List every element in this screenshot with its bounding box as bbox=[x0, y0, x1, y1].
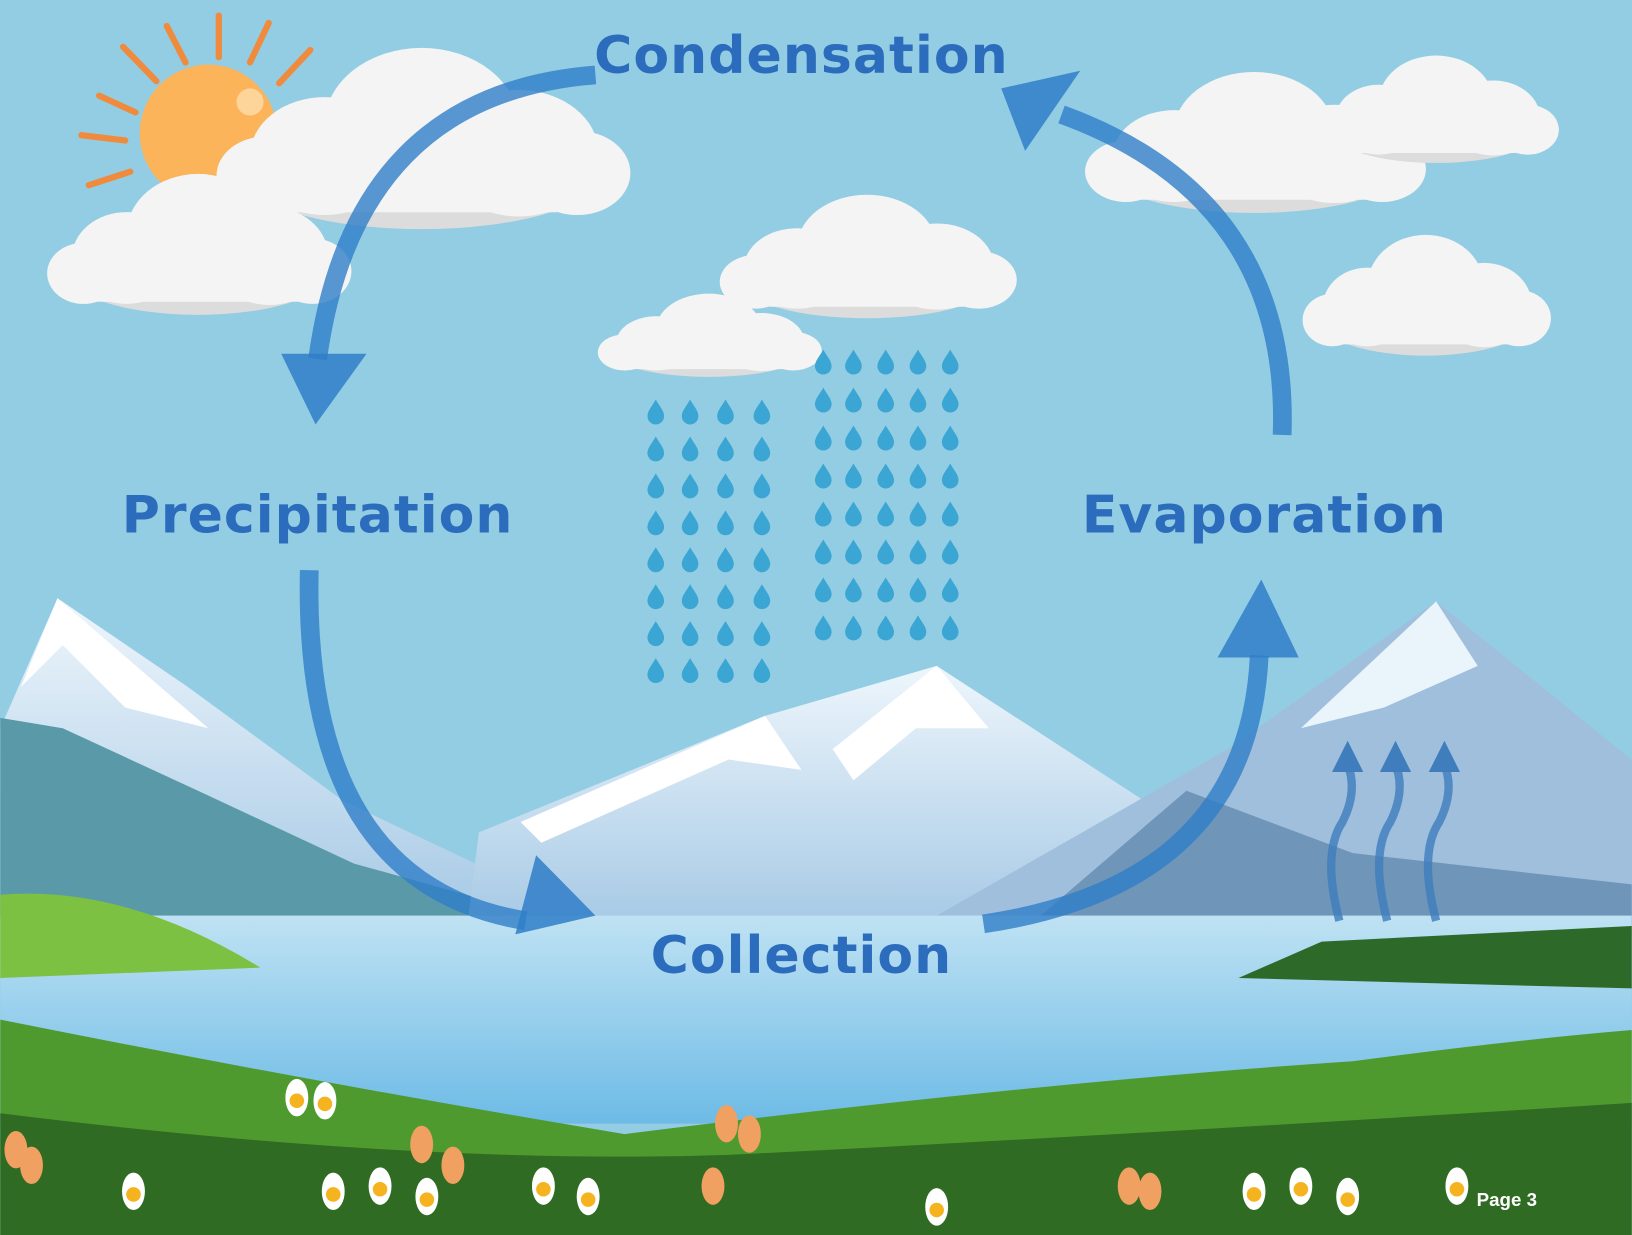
flower-center bbox=[126, 1187, 141, 1202]
flower-center bbox=[536, 1182, 551, 1197]
flower bbox=[702, 1167, 725, 1204]
stage-label: Condensation bbox=[594, 26, 1009, 86]
flower-center bbox=[420, 1192, 435, 1207]
flower bbox=[410, 1126, 433, 1163]
flower-center bbox=[1247, 1187, 1262, 1202]
stage-label: Evaporation bbox=[1082, 486, 1447, 546]
flower-center bbox=[929, 1203, 944, 1218]
flower bbox=[20, 1147, 43, 1184]
flower bbox=[1118, 1167, 1141, 1204]
page-number: Page 3 bbox=[1477, 1189, 1537, 1210]
flower bbox=[715, 1105, 738, 1142]
flower-center bbox=[318, 1097, 333, 1112]
stage-label: Precipitation bbox=[122, 486, 514, 546]
water-cycle-diagram: Condensation Precipitation Evaporation C… bbox=[0, 0, 1632, 1235]
flower-center bbox=[1294, 1182, 1309, 1197]
flower bbox=[738, 1115, 761, 1152]
flower-center bbox=[290, 1094, 305, 1109]
flower-center bbox=[1450, 1182, 1465, 1197]
flower-center bbox=[581, 1192, 596, 1207]
flower bbox=[441, 1147, 464, 1184]
flower-center bbox=[326, 1187, 341, 1202]
stage-label: Collection bbox=[651, 926, 953, 986]
flower bbox=[1139, 1173, 1162, 1210]
flower-center bbox=[1340, 1192, 1355, 1207]
flower-center bbox=[373, 1182, 388, 1197]
